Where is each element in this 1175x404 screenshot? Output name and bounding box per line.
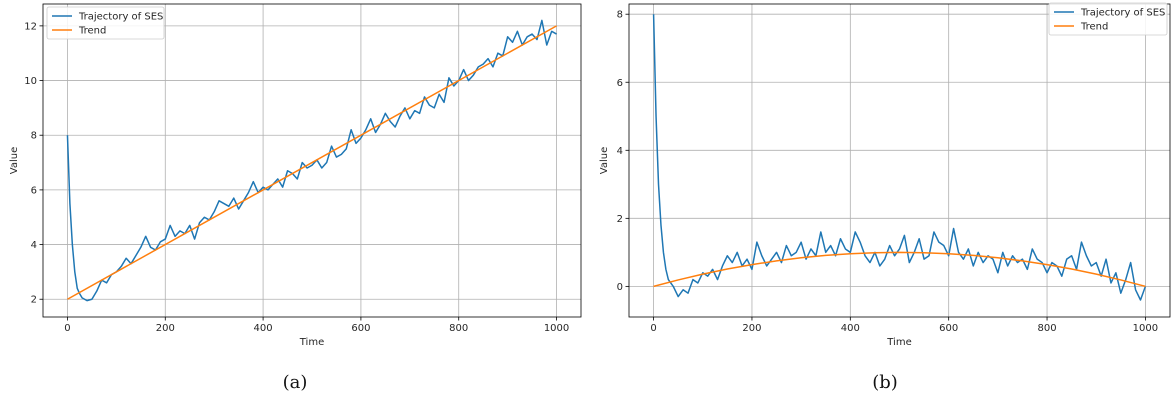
y-tick-label: 10 — [24, 76, 37, 87]
y-tick-label: 12 — [24, 21, 37, 32]
axes-frame — [43, 4, 581, 317]
y-axis-label: Value — [9, 147, 20, 174]
trend-line — [67, 26, 556, 299]
x-tick-label: 600 — [939, 323, 958, 334]
trajectory-line — [654, 14, 1146, 300]
legend-label: Trajectory of SES — [78, 12, 163, 23]
y-tick-label: 8 — [617, 10, 623, 21]
y-tick-label: 6 — [617, 78, 623, 89]
x-tick-label: 400 — [841, 323, 860, 334]
x-axis-label: Time — [299, 337, 324, 348]
y-tick-label: 8 — [31, 131, 37, 142]
legend-label: Trajectory of SES — [1080, 8, 1165, 19]
y-tick-label: 2 — [31, 295, 37, 306]
x-tick-label: 400 — [254, 323, 273, 334]
y-tick-label: 2 — [617, 214, 623, 225]
x-tick-label: 0 — [64, 323, 70, 334]
x-tick-label: 800 — [449, 323, 468, 334]
y-tick-label: 4 — [31, 240, 37, 251]
axes-frame — [629, 4, 1170, 317]
y-axis-label: Value — [599, 147, 610, 174]
x-tick-label: 200 — [742, 323, 761, 334]
x-tick-label: 200 — [156, 323, 175, 334]
y-tick-label: 4 — [617, 146, 623, 157]
legend-label: Trend — [1080, 22, 1108, 33]
subfigure-caption: (a) — [283, 372, 308, 393]
chart-panel-a: 0 200 400 600 800 1000 2 4 6 8 10 12 Time Value Trajec… — [9, 4, 581, 393]
y-tick-label: 6 — [31, 185, 37, 196]
chart-panel-b: 0 200 400 600 800 1000 0 2 4 6 8 Time Value Trajector… — [599, 3, 1170, 393]
legend-label: Trend — [78, 26, 106, 37]
x-tick-label: 800 — [1037, 323, 1056, 334]
subfigure-caption: (b) — [872, 372, 898, 393]
y-tick-label: 0 — [617, 282, 623, 293]
x-tick-label: 1000 — [544, 323, 569, 334]
x-tick-label: 600 — [351, 323, 370, 334]
x-axis-label: Time — [886, 337, 911, 348]
x-tick-label: 0 — [650, 323, 656, 334]
x-tick-label: 1000 — [1133, 323, 1158, 334]
